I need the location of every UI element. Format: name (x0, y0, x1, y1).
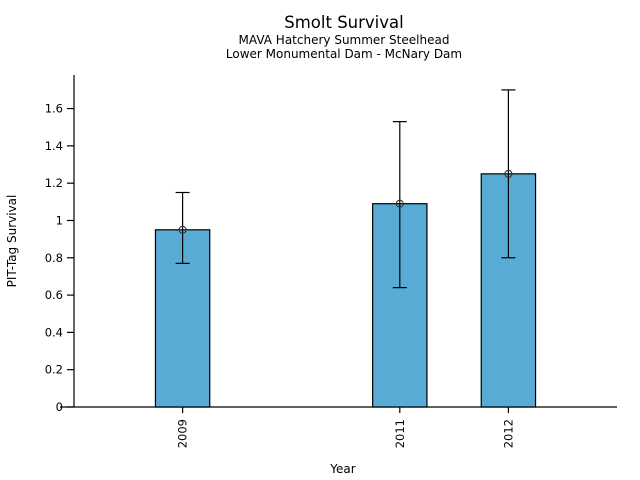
point-marker (504, 169, 513, 178)
y-tick-label: 1 (56, 213, 63, 227)
y-tick-label: 0.8 (45, 251, 63, 265)
point-marker (395, 199, 404, 208)
y-tick-label: 0.2 (45, 363, 63, 377)
plot-area: 0 0.2 0.4 0.6 0.8 1 1.2 1.4 1.6 2009 2011 2012 (45, 75, 617, 448)
x-tick-label: 2009 (176, 419, 190, 448)
x-tick-label: 2012 (501, 419, 515, 448)
y-tick-label: 0.6 (45, 288, 63, 302)
chart-subtitle-line2: Lower Monumental Dam - McNary Dam (226, 47, 462, 61)
y-tick-label: 1.2 (45, 176, 63, 190)
x-axis-title: Year (329, 462, 355, 476)
y-tick-label: 1.6 (45, 102, 63, 116)
x-tick-label: 2011 (393, 419, 407, 448)
chart-subtitle-line1: MAVA Hatchery Summer Steelhead (239, 33, 450, 47)
y-tick-label: 0 (56, 400, 63, 414)
y-tick-label: 0.4 (45, 325, 63, 339)
point-marker (178, 225, 187, 234)
chart-title: Smolt Survival (284, 13, 403, 32)
y-tick-label: 1.4 (45, 139, 63, 153)
y-axis-title: PIT-Tag Survival (5, 195, 19, 288)
